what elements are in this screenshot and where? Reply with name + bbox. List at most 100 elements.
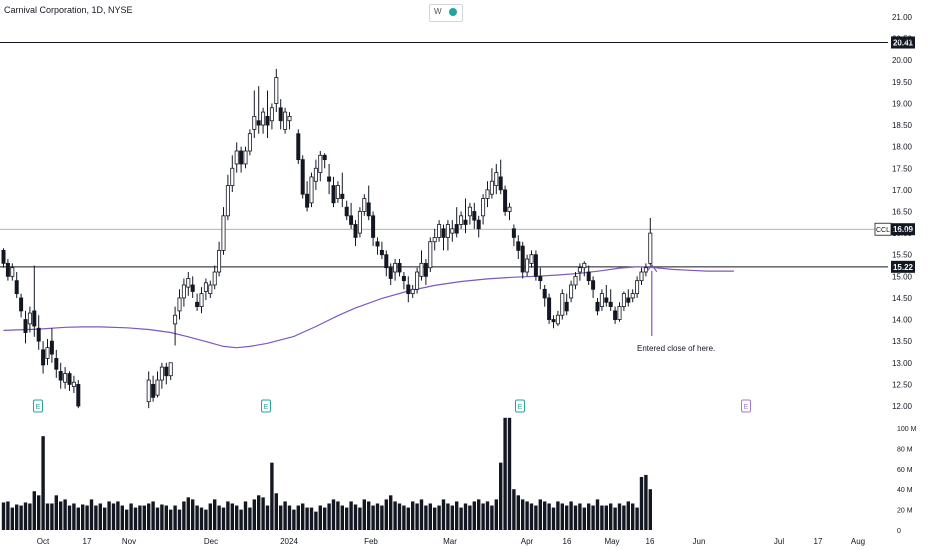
candle (296, 129, 301, 164)
candle (489, 168, 494, 199)
candle (1, 248, 6, 268)
candle (371, 211, 376, 247)
volume-bar (81, 504, 85, 530)
candle (384, 250, 389, 277)
volume-bar (309, 507, 314, 530)
volume-bar (182, 501, 186, 530)
candle (481, 194, 486, 225)
candle (643, 263, 648, 277)
candle-body-up (230, 167, 235, 186)
candle-body-up (247, 133, 252, 152)
candles (1, 68, 658, 409)
level-price-badge (891, 260, 915, 273)
x-tick-label: Jun (693, 537, 706, 546)
candle-body-down (41, 349, 46, 366)
candle-body-up (274, 77, 279, 104)
volume-tick-label: 80 M (897, 446, 913, 453)
earnings-badge (515, 399, 525, 413)
candle (454, 207, 459, 238)
volume-bar (191, 499, 195, 530)
x-tick-label: Apr (521, 537, 534, 546)
volume-bar (1, 502, 6, 530)
volume-bar (213, 499, 217, 530)
candle-body-down (463, 219, 468, 225)
candle-body-up (445, 224, 450, 238)
candle (5, 259, 10, 281)
volume-bar (353, 504, 358, 530)
symbol-title: Carnival Corporation, 1D, NYSE (4, 5, 133, 15)
candle (230, 155, 235, 193)
toolbar-w-button[interactable]: W (434, 7, 442, 16)
candle (441, 224, 446, 251)
volume-bar (94, 505, 98, 530)
candle (155, 371, 160, 398)
candle-body-down (265, 116, 270, 126)
volume-bar (578, 503, 582, 530)
volume-bar (265, 505, 270, 530)
candle-body-up (208, 284, 213, 295)
volume-bar (503, 417, 507, 530)
candle (591, 276, 596, 298)
candle-body-up (489, 180, 494, 195)
candle-body-up (555, 314, 560, 325)
volume-bar (217, 505, 221, 530)
candle-body-down (626, 297, 631, 303)
candle-body-up (582, 262, 587, 269)
volume-bar (635, 507, 639, 530)
volume-bar (138, 505, 142, 530)
chart-toolbar[interactable]: W (429, 4, 463, 22)
candle-body-up (203, 282, 208, 292)
x-tick-label: 16 (646, 537, 655, 546)
y-tick-label: 15.00 (892, 272, 913, 281)
earnings-label: E (518, 404, 523, 411)
candle-body-up (283, 111, 288, 130)
candle (586, 265, 591, 285)
candle (305, 181, 310, 212)
candle (256, 86, 261, 134)
candle (76, 380, 81, 409)
candle-body-down (613, 310, 618, 320)
candle (63, 367, 68, 389)
candle-body-up (569, 284, 574, 299)
volume-bar (208, 503, 212, 530)
candle (485, 181, 490, 208)
candle-body-up (181, 284, 186, 299)
candle (159, 362, 164, 389)
volume-bar (393, 501, 397, 530)
x-tick-label: Nov (122, 537, 136, 546)
candle-body-down (520, 245, 525, 273)
candle (529, 250, 534, 268)
candle (14, 272, 19, 298)
y-tick-label: 18.00 (892, 143, 913, 152)
candle-body-up (177, 297, 182, 312)
candle-body-down (371, 215, 376, 238)
candle-body-up (621, 293, 626, 307)
candle-body-down (296, 133, 301, 161)
volume-bar (103, 507, 107, 530)
volume-bar (507, 417, 512, 530)
candle-body-up (63, 373, 68, 383)
candle (239, 146, 244, 173)
candle-body-up (45, 347, 50, 359)
candle (621, 291, 626, 311)
candle-body-down (379, 249, 384, 256)
y-tick-label: 16.50 (892, 208, 913, 217)
earnings-marker: E (741, 399, 751, 413)
volume-bar (450, 505, 454, 530)
volume-bar (160, 504, 164, 530)
volume-bar (512, 489, 516, 530)
level-price-label: 15.22 (893, 263, 914, 272)
candle (274, 68, 279, 113)
y-tick-label: 12.50 (892, 380, 913, 389)
candle-body-up (467, 206, 472, 217)
candle (498, 159, 503, 195)
candle-body-down (195, 301, 200, 307)
candle (564, 293, 569, 316)
candle (401, 272, 406, 290)
volume-bar (358, 507, 362, 530)
candle-body-up (507, 206, 512, 212)
x-tick-label: May (604, 537, 619, 546)
volume-bar (569, 501, 573, 530)
